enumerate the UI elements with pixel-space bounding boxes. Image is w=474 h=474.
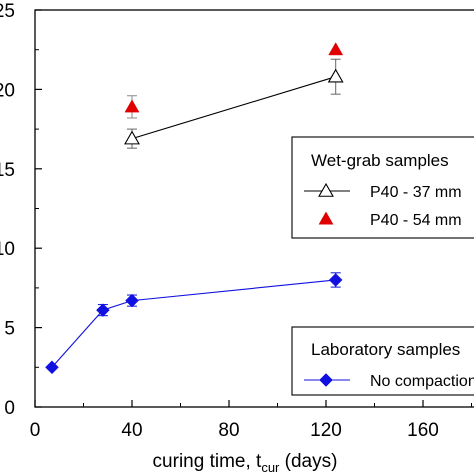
legend-marker <box>318 211 334 225</box>
series-layer <box>45 42 344 375</box>
legend-title: Wet-grab samples <box>311 151 449 170</box>
x-tick-label: 80 <box>218 420 239 441</box>
data-point <box>328 42 344 56</box>
legend-layer: Wet-grab samples P40 - 37 mm P40 - 54 mm La… <box>291 136 474 396</box>
data-point <box>96 303 110 317</box>
x-axis-title-main: curing time, <box>153 451 256 472</box>
x-tick-label: 120 <box>310 420 342 441</box>
data-point <box>328 273 343 287</box>
series-1 <box>124 42 344 119</box>
y-tick-label: 10 <box>0 239 15 260</box>
legend-label: No compaction <box>370 373 474 390</box>
y-axis: 0 5 10 15 20 25 <box>0 1 42 419</box>
x-axis-title: curing time, tcur (days) <box>153 451 338 474</box>
y-tick-label: 0 <box>4 398 15 419</box>
legend-label: P40 - 37 mm <box>370 184 462 201</box>
data-point <box>45 360 59 375</box>
legend-marker <box>319 373 333 387</box>
y-tick-label: 5 <box>4 319 15 340</box>
x-axis-title-unit: (days) <box>279 451 337 472</box>
y-tick-label: 20 <box>0 80 15 101</box>
data-point <box>327 68 344 83</box>
legend-1: Laboratory samples No compaction <box>291 326 474 396</box>
y-tick-label: 15 <box>0 160 15 181</box>
series-0 <box>124 58 344 149</box>
x-axis-title-var: t <box>256 451 262 472</box>
x-tick-label: 0 <box>30 420 41 441</box>
data-point <box>124 130 140 145</box>
legend-label: P40 - 54 mm <box>370 212 462 229</box>
x-axis: 0 40 80 120 160 <box>30 400 472 441</box>
legend-marker <box>318 182 334 197</box>
series-line <box>131 76 336 140</box>
series-2 <box>45 272 343 375</box>
y-tick-label: 25 <box>0 1 15 22</box>
legend-0: Wet-grab samples P40 - 37 mm P40 - 54 mm <box>291 136 474 239</box>
legend-title: Laboratory samples <box>311 340 460 359</box>
series-line <box>51 279 336 368</box>
legend-box <box>291 326 474 396</box>
x-tick-label: 160 <box>407 420 439 441</box>
x-tick-label: 40 <box>121 420 142 441</box>
data-point <box>124 99 140 113</box>
data-point <box>125 293 139 308</box>
x-axis-title-sub: cur <box>261 460 280 474</box>
